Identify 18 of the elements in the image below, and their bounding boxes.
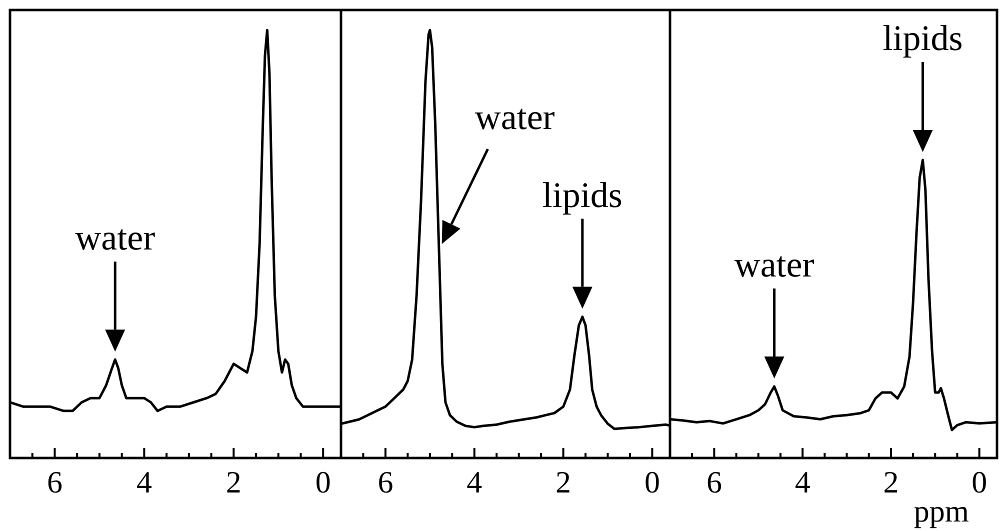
x-tick-label: 6 xyxy=(378,464,394,500)
x-tick-label: 2 xyxy=(883,464,899,500)
x-tick-label: 4 xyxy=(136,464,152,500)
x-tick-label: 2 xyxy=(226,464,242,500)
x-tick-label: 2 xyxy=(556,464,572,500)
annotation: water xyxy=(734,244,814,284)
x-tick-label: 6 xyxy=(46,464,62,500)
x-axis-title: ppm xyxy=(914,494,969,529)
x-tick-label: 0 xyxy=(644,464,660,500)
x-tick-label: 0 xyxy=(972,464,988,500)
x-tick-label: 4 xyxy=(794,464,811,500)
annotation: lipids xyxy=(882,18,963,58)
annotation: lipids xyxy=(542,174,622,215)
x-tick-label: 0 xyxy=(315,464,331,500)
annotation: water xyxy=(474,97,555,138)
annotation: water xyxy=(75,218,156,258)
x-tick-label: 4 xyxy=(466,464,483,500)
x-tick-label: 6 xyxy=(706,464,722,500)
